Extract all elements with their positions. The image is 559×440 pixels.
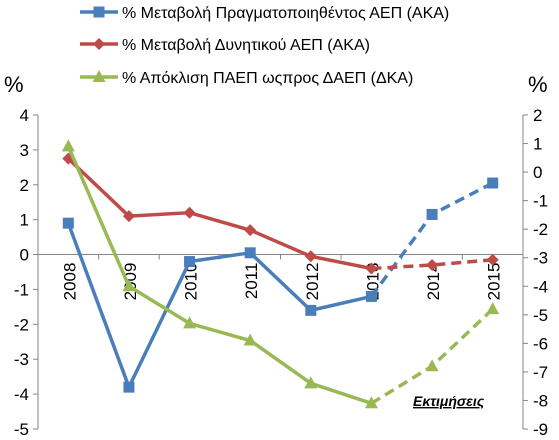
point-triangle bbox=[61, 139, 75, 152]
left-tick-label: -2 bbox=[14, 315, 29, 334]
point-triangle bbox=[183, 316, 197, 329]
point-diamond bbox=[304, 250, 317, 263]
right-tick-label: -1 bbox=[533, 192, 548, 211]
left-tick-label: -5 bbox=[14, 420, 29, 435]
left-axis-label: % bbox=[4, 72, 24, 97]
point-square bbox=[93, 6, 105, 18]
point-diamond bbox=[244, 224, 257, 237]
left-tick-label: 3 bbox=[20, 141, 29, 160]
x-tick-label: 2014 bbox=[424, 263, 443, 301]
x-tick-label: 2015 bbox=[485, 263, 504, 301]
point-square bbox=[487, 177, 499, 189]
right-tick-label: -8 bbox=[533, 391, 548, 410]
point-triangle bbox=[243, 333, 257, 346]
series-2-line bbox=[66, 145, 372, 405]
series-0-line bbox=[66, 222, 372, 389]
point-square bbox=[123, 381, 135, 393]
left-tick-label: 2 bbox=[20, 176, 29, 195]
x-tick-label: 2009 bbox=[121, 263, 140, 301]
point-diamond bbox=[183, 206, 196, 219]
point-square bbox=[184, 256, 196, 268]
point-square bbox=[365, 290, 377, 302]
legend-label: % Μεταβολή Πραγματοποιηθέντος ΑΕΠ (ΑΚΑ) bbox=[122, 5, 449, 22]
point-square bbox=[426, 208, 438, 220]
right-tick-label: -7 bbox=[533, 363, 548, 382]
legend-label: % Απόκλιση ΠΑΕΠ ωςπρος ΔΑΕΠ (ΔΚΑ) bbox=[122, 70, 413, 87]
series-2-estimate-line bbox=[370, 307, 494, 405]
x-tick-label: 2011 bbox=[242, 263, 261, 300]
point-diamond bbox=[93, 38, 105, 50]
right-tick-label: -5 bbox=[533, 306, 548, 325]
point-square bbox=[62, 217, 74, 229]
point-triangle bbox=[425, 359, 439, 372]
point-square bbox=[244, 247, 256, 259]
left-tick-label: 1 bbox=[20, 211, 29, 230]
left-tick-label: -4 bbox=[14, 385, 29, 404]
right-tick-label: -2 bbox=[533, 220, 548, 239]
series-1-estimate-line bbox=[371, 258, 493, 271]
legend-label: % Μεταβολή Δυνητικού ΑΕΠ (ΑΚΑ) bbox=[122, 37, 370, 54]
right-tick-label: 1 bbox=[533, 135, 542, 154]
point-square bbox=[305, 304, 317, 316]
point-triangle bbox=[364, 396, 378, 409]
right-tick-label: -3 bbox=[533, 249, 548, 268]
point-triangle bbox=[122, 279, 136, 292]
point-triangle bbox=[92, 70, 106, 82]
point-triangle bbox=[304, 376, 318, 389]
series-1-line bbox=[67, 157, 372, 271]
right-tick-label: -9 bbox=[533, 420, 548, 435]
point-diamond bbox=[122, 210, 135, 223]
right-axis-label: % bbox=[528, 72, 548, 97]
left-tick-label: 4 bbox=[20, 106, 29, 125]
x-tick-label: 2012 bbox=[303, 263, 322, 301]
right-tick-label: -4 bbox=[533, 277, 548, 296]
right-tick-label: 0 bbox=[533, 163, 542, 182]
point-diamond bbox=[426, 259, 439, 272]
estimates-annotation: Εκτιμήσεις bbox=[413, 393, 485, 409]
point-triangle bbox=[486, 302, 500, 315]
point-diamond bbox=[486, 253, 499, 266]
x-tick-label: 2008 bbox=[60, 263, 79, 301]
left-tick-label: 0 bbox=[20, 246, 29, 265]
left-tick-label: -1 bbox=[14, 280, 29, 299]
left-tick-label: -3 bbox=[14, 350, 29, 369]
right-tick-label: 2 bbox=[533, 106, 542, 125]
right-tick-label: -6 bbox=[533, 334, 548, 353]
point-diamond bbox=[365, 262, 378, 275]
